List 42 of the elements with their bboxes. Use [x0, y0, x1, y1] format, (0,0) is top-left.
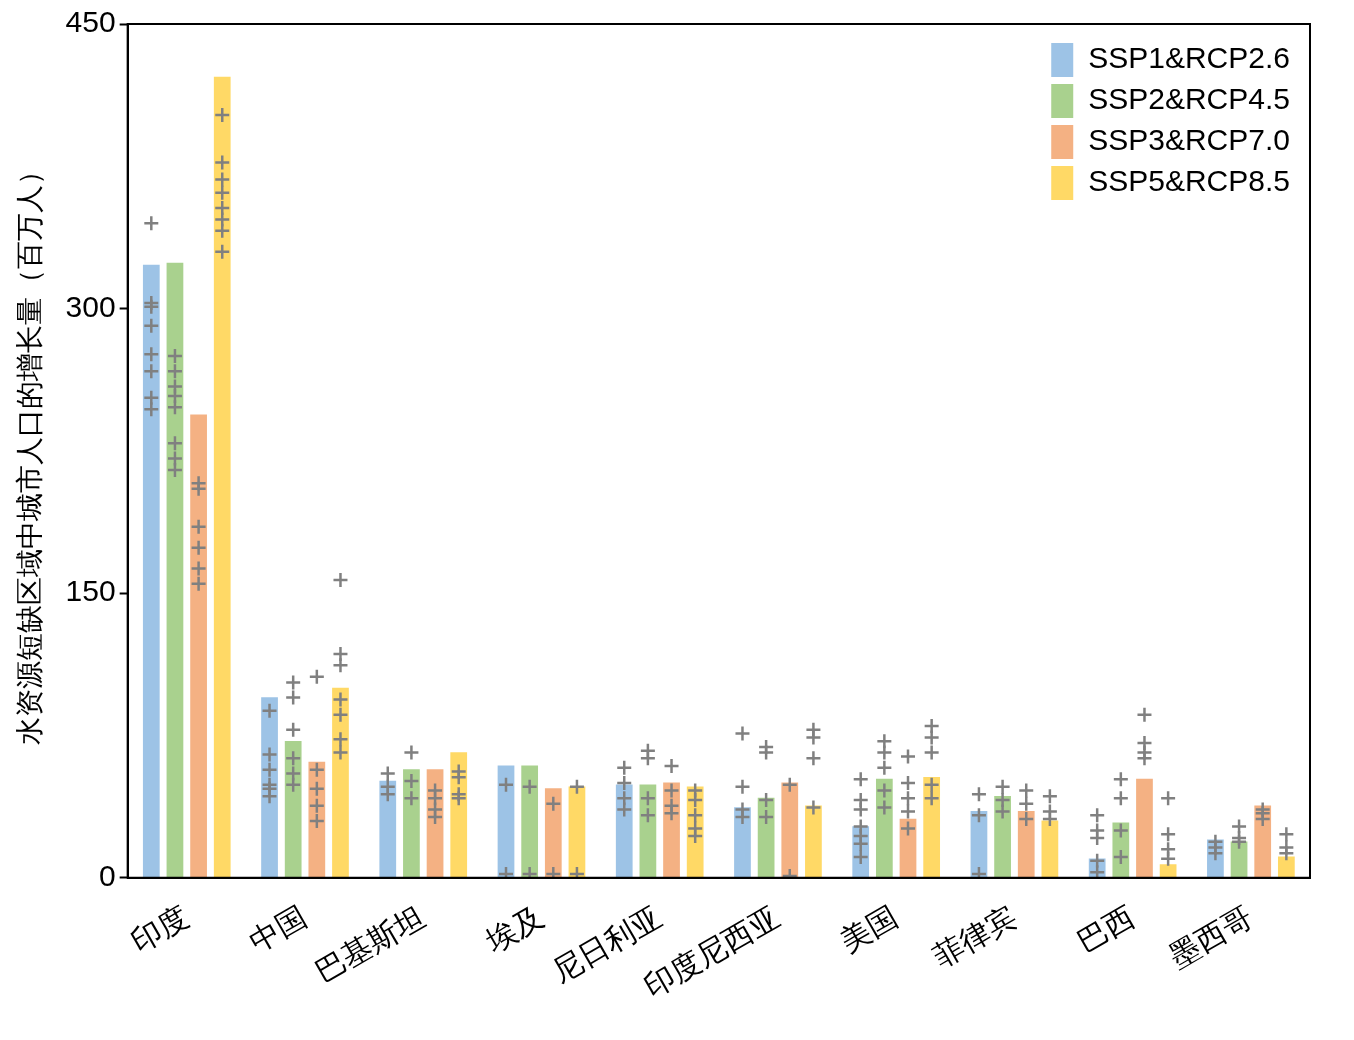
bar	[1159, 864, 1177, 878]
bar	[1277, 856, 1295, 878]
x-tick-label: 菲律宾	[927, 899, 1022, 973]
bar	[403, 769, 420, 878]
legend-label: SSP3&RCP7.0	[1088, 123, 1291, 157]
bar	[615, 784, 633, 878]
legend-label: SSP2&RCP4.5	[1088, 82, 1291, 116]
bar	[142, 264, 160, 878]
bar	[1136, 778, 1153, 878]
bar	[970, 811, 988, 878]
bar	[994, 795, 1011, 878]
bar	[166, 262, 184, 878]
y-tick-label: 300	[65, 289, 116, 323]
bar	[568, 786, 586, 878]
x-tick-label: 巴西	[1071, 899, 1140, 958]
y-tick-label: 150	[65, 574, 116, 608]
y-tick-label: 450	[65, 5, 116, 39]
bar	[734, 807, 751, 878]
bar	[875, 778, 893, 878]
bar	[923, 776, 941, 878]
x-tick-label: 埃及	[479, 899, 549, 959]
bar	[639, 784, 657, 878]
bar	[190, 414, 207, 878]
bar	[757, 797, 775, 878]
bar	[284, 740, 302, 878]
bar	[497, 765, 515, 878]
x-tick-label: 印度	[125, 899, 194, 958]
bar	[213, 76, 231, 878]
bar	[544, 788, 562, 878]
bar	[1041, 820, 1059, 878]
x-tick-label: 墨西哥	[1163, 899, 1259, 973]
bar	[805, 805, 822, 878]
legend-label: SSP5&RCP8.5	[1088, 164, 1291, 198]
x-tick-label: 美国	[834, 899, 904, 958]
y-axis-title: 水资源短缺区域中城市人口的增长量（百万人）	[13, 156, 45, 745]
y-tick-label: 0	[98, 859, 116, 893]
legend-label: SSP1&RCP2.6	[1088, 41, 1291, 75]
bar	[781, 782, 799, 878]
bar	[1017, 811, 1035, 878]
bar	[521, 765, 539, 878]
bar	[379, 780, 397, 878]
bar	[899, 818, 917, 878]
